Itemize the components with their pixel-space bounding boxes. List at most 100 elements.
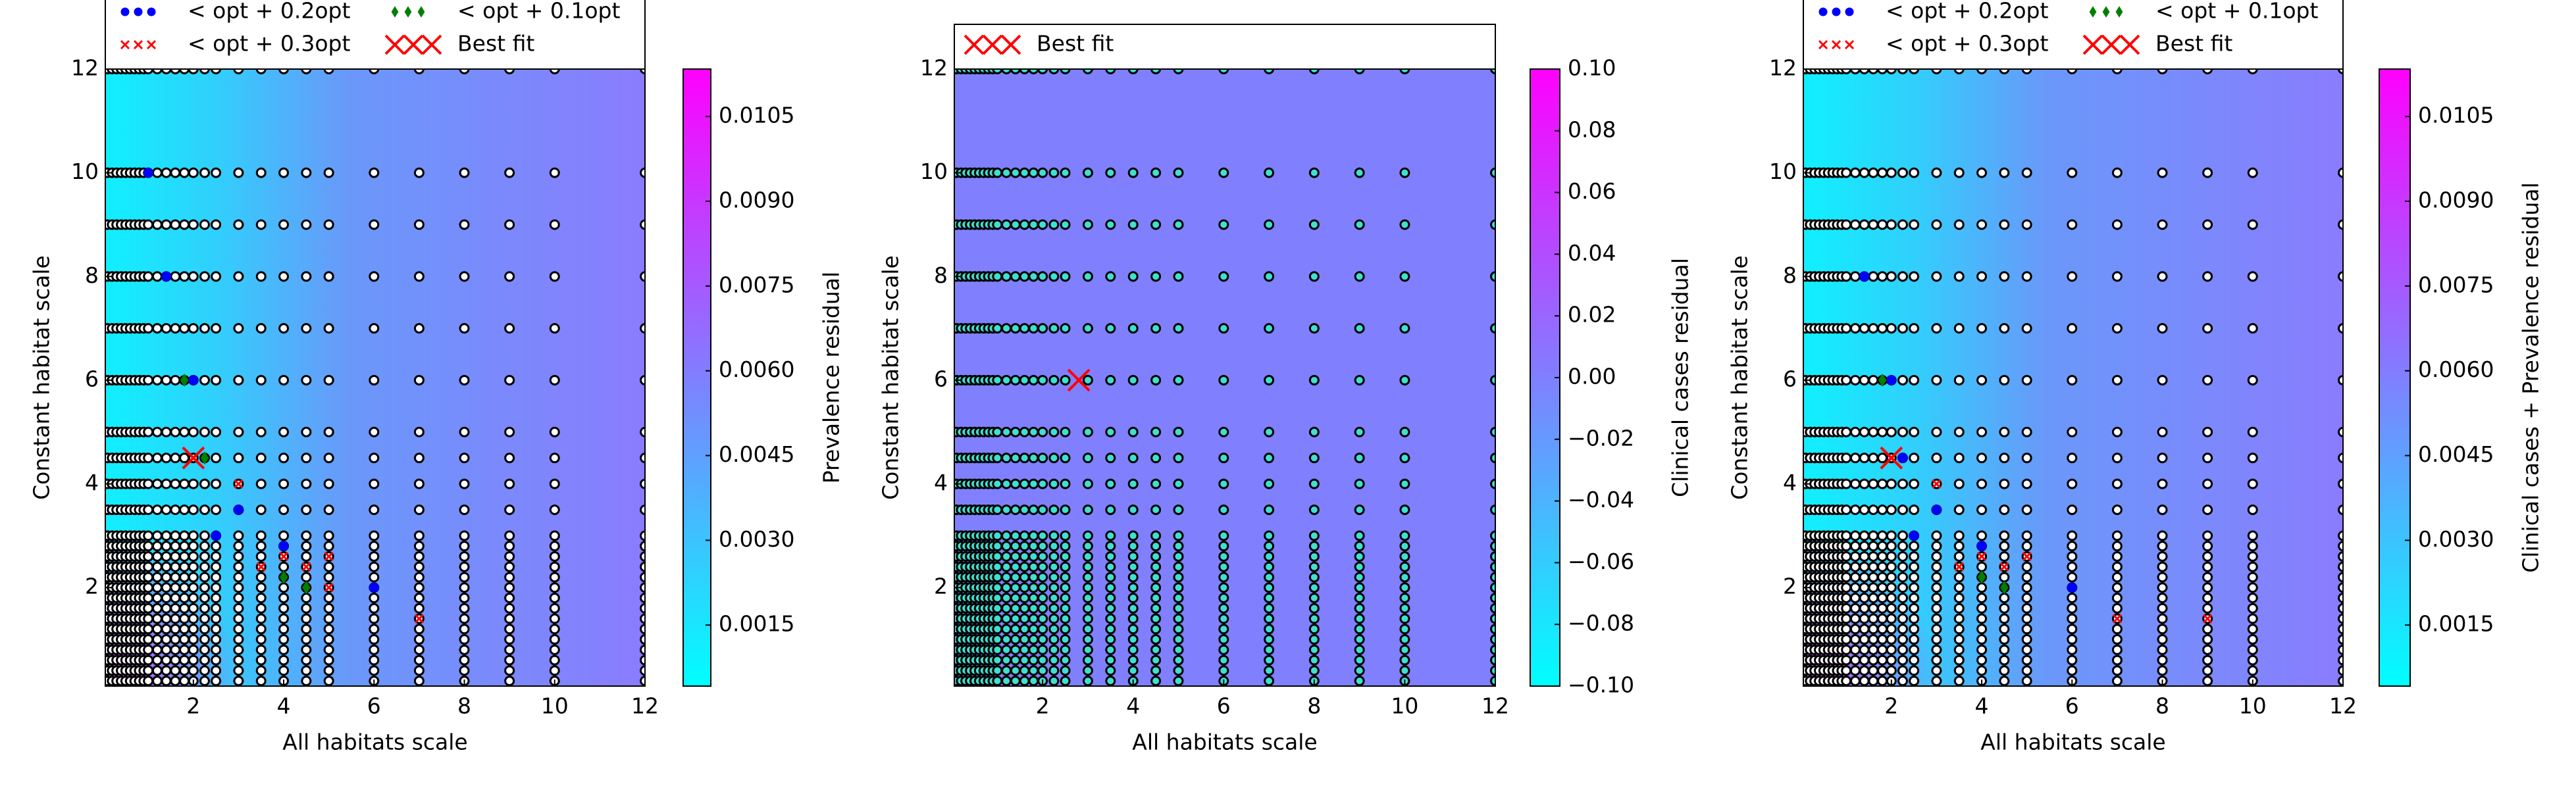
- sample-point: [992, 665, 1003, 676]
- sample-point: [1019, 624, 1030, 635]
- point: [1878, 373, 1887, 387]
- sample-point: [1841, 374, 1852, 385]
- sample-point: [1127, 561, 1139, 572]
- sample-point: [233, 530, 244, 541]
- sample-point: [1060, 541, 1071, 552]
- sample-point: [1490, 426, 1495, 437]
- sample-point: [233, 665, 244, 676]
- sample-point: [1877, 530, 1888, 541]
- sample-point: [1399, 219, 1410, 230]
- sample-point: [640, 644, 645, 655]
- sample-point: [2067, 530, 2078, 541]
- legend-label: Best fit: [2155, 31, 2232, 57]
- sample-point: [2202, 561, 2213, 572]
- sample-point: [1028, 69, 1039, 74]
- legend-entry: Best fit: [384, 31, 534, 57]
- sample-point: [199, 582, 210, 593]
- sample-point: [1976, 624, 1988, 635]
- sample-point: [1173, 453, 1184, 464]
- sample-point: [179, 167, 190, 178]
- sample-point: [369, 665, 380, 676]
- sample-point: [1849, 655, 1861, 666]
- sample-point: [1010, 453, 1021, 464]
- sample-point: [1953, 676, 1965, 686]
- sample-point: [188, 219, 199, 230]
- sample-point: [640, 505, 645, 515]
- sample-point: [1264, 219, 1275, 230]
- sample-point: [1849, 219, 1861, 230]
- sample-points: [105, 69, 645, 686]
- sample-point: [233, 634, 244, 645]
- sample-point: [170, 561, 181, 572]
- sample-point: [1150, 541, 1162, 552]
- sample-point: [1264, 551, 1275, 562]
- sample-point: [1976, 561, 1988, 572]
- sample-point: [1849, 665, 1861, 676]
- sample-point: [1105, 541, 1116, 552]
- x-tick-label: 10: [1391, 693, 1418, 719]
- point: [2112, 614, 2122, 624]
- sample-point: [1399, 665, 1410, 676]
- point: [1976, 551, 1987, 562]
- y-tick-label: 4: [1783, 470, 1797, 495]
- sample-point: [2202, 323, 2213, 334]
- sample-point: [233, 593, 244, 603]
- sample-point: [1010, 478, 1021, 489]
- sample-point: [2247, 551, 2258, 562]
- sample-point: [2202, 603, 2213, 614]
- sample-point: [1218, 426, 1229, 437]
- sample-point: [1399, 541, 1410, 552]
- sample-point: [143, 613, 154, 624]
- sample-point: [2021, 613, 2032, 624]
- sample-point: [1868, 374, 1879, 385]
- sample-point: [255, 582, 267, 593]
- sample-point: [1028, 167, 1039, 178]
- sample-point: [1877, 561, 1888, 572]
- sample-point: [1001, 219, 1012, 230]
- sample-point: [1264, 374, 1275, 385]
- sample-point: [1849, 453, 1861, 464]
- sample-point: [369, 561, 380, 572]
- sample-point: [1897, 603, 1908, 614]
- sample-point: [1127, 271, 1139, 282]
- sample-point: [369, 167, 380, 178]
- sample-point: [1354, 323, 1365, 334]
- sample-point: [549, 530, 560, 541]
- sample-point: [1877, 624, 1888, 635]
- sample-point: [1999, 478, 2010, 489]
- sample-point: [1001, 167, 1012, 178]
- sample-point: [1082, 541, 1093, 552]
- sample-point: [1019, 541, 1030, 552]
- sample-point: [1127, 374, 1139, 385]
- sample-point: [1264, 582, 1275, 593]
- sample-point: [161, 374, 172, 385]
- sample-point: [459, 478, 470, 489]
- sample-point: [369, 271, 380, 282]
- sample-point: [1931, 219, 1942, 230]
- legend-entry: < opt + 0.1opt: [391, 0, 620, 24]
- sample-point: [1859, 323, 1870, 334]
- sample-point: [1150, 530, 1162, 541]
- sample-point: [278, 505, 290, 515]
- sample-point: [1048, 323, 1060, 334]
- sample-point: [323, 426, 334, 437]
- sample-point: [211, 613, 222, 624]
- sample-point: [211, 634, 222, 645]
- sample-point: [323, 478, 334, 489]
- sample-point: [1028, 453, 1039, 464]
- sample-point: [143, 665, 154, 676]
- sample-point: [1173, 634, 1184, 645]
- sample-point: [1877, 69, 1888, 74]
- sample-point: [1082, 624, 1093, 635]
- sample-point: [1173, 613, 1184, 624]
- sample-point: [1060, 453, 1071, 464]
- sample-point: [2338, 374, 2343, 385]
- sample-point: [179, 530, 190, 541]
- sample-point: [1028, 505, 1039, 515]
- sample-point: [1082, 530, 1093, 541]
- sample-point: [1150, 634, 1162, 645]
- sample-point: [188, 505, 199, 515]
- sample-point: [1308, 323, 1320, 334]
- sample-point: [504, 613, 515, 624]
